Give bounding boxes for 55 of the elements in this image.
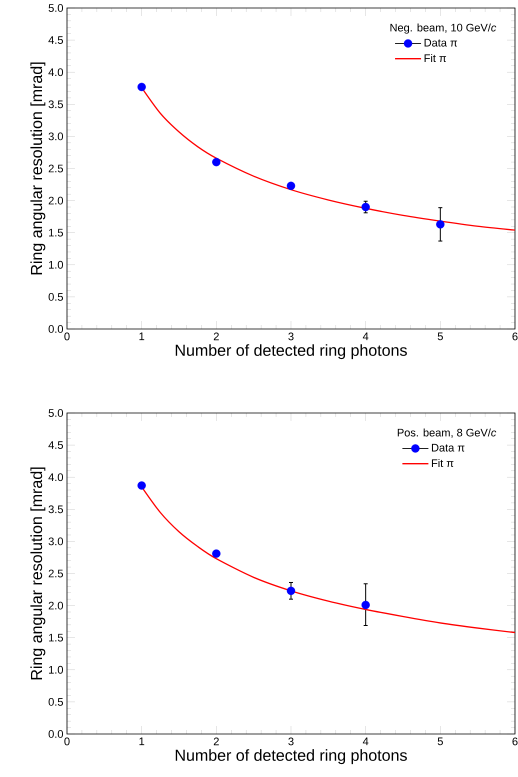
y-tick-label: 4.0	[48, 68, 64, 76]
point	[286, 586, 296, 596]
legend-label: Data π	[424, 38, 458, 47]
x-tick-label: 4	[362, 332, 368, 340]
point	[436, 220, 445, 229]
x-tick-label: 4	[362, 738, 368, 746]
y-tick-label: 0.5	[48, 293, 63, 301]
legend-label: Data π	[432, 444, 464, 452]
y-tick-label: 3.5	[48, 100, 63, 108]
y-tick-label: 1.5	[49, 634, 63, 642]
y-tick-label: 4.5	[48, 441, 63, 449]
legend-title: Pos. beam, 8 GeV/c	[398, 428, 496, 438]
x-tick-label: 5	[438, 332, 443, 340]
y-axis-title: Ring angular resolution [mrad]	[30, 468, 46, 680]
y-tick-label: 0.0	[48, 325, 64, 333]
x-tick-label: 3	[288, 332, 294, 340]
point	[137, 481, 146, 490]
x-tick-label: 0	[64, 738, 70, 746]
y-tick-label: 1.0	[49, 260, 64, 269]
y-tick-label: 0.0	[48, 730, 64, 738]
y-tick-label: 3.0	[48, 538, 64, 546]
y-tick-label: 2.5	[48, 164, 63, 172]
x-axis-title: Number of detected ring photons	[176, 344, 407, 360]
x-tick-label: 3	[288, 738, 294, 746]
point	[212, 158, 221, 166]
x-tick-label: 1	[139, 332, 144, 340]
point	[361, 202, 370, 212]
point	[361, 600, 370, 610]
x-tick-label: 6	[512, 332, 518, 340]
x-tick-label: 2	[214, 738, 219, 746]
x-tick-label: 2	[214, 332, 219, 340]
y-tick-label: 2.0	[48, 196, 64, 204]
y-tick-label: 3.0	[48, 132, 64, 140]
y-tick-label: 4.0	[48, 473, 64, 482]
y-tick-label: 1.0	[49, 666, 64, 674]
x-tick-label: 0	[64, 332, 70, 340]
y-tick-label: 2.5	[48, 570, 63, 578]
x-tick-label: 6	[512, 738, 518, 746]
point	[212, 549, 221, 558]
point	[137, 82, 146, 92]
x-tick-label: 1	[139, 738, 144, 746]
x-axis-title: Number of detected ring photons	[176, 749, 407, 764]
y-tick-label: 0.5	[48, 698, 63, 706]
y-tick-label: 4.5	[48, 36, 63, 44]
legend-label: Fit π	[424, 54, 446, 62]
y-tick-label: 1.5	[49, 228, 63, 237]
legend-label: Fit π	[432, 458, 454, 468]
y-axis-title: Ring angular resolution [mrad]	[30, 62, 46, 274]
y-tick-label: 5.0	[48, 4, 64, 12]
y-tick-label: 2.0	[48, 602, 64, 610]
legend-title: Neg. beam, 10 GeV/c	[390, 23, 496, 34]
y-tick-label: 3.5	[48, 505, 63, 514]
x-tick-label: 5	[438, 738, 443, 746]
y-tick-label: 5.0	[48, 409, 64, 417]
point	[286, 182, 296, 190]
